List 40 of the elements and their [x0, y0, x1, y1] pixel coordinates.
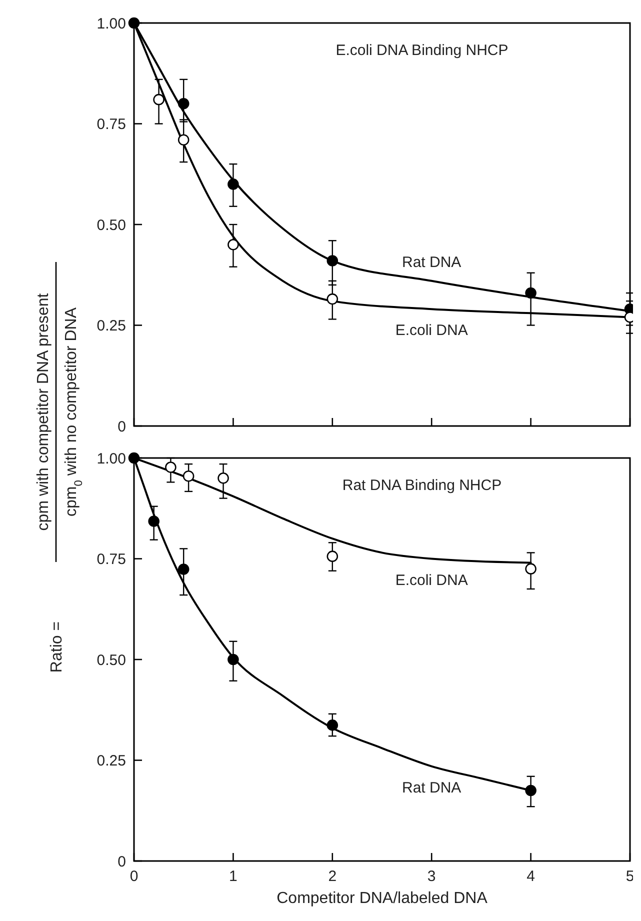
y-tick-label: 0.25: [96, 752, 126, 770]
point: [326, 255, 338, 266]
point: [218, 472, 229, 484]
point: [228, 654, 239, 666]
y-tick-label: 0: [118, 853, 126, 870]
point: [326, 293, 338, 305]
point: [148, 516, 160, 527]
y-tick-label: 0.50: [96, 652, 126, 669]
series-label: Rat DNA: [402, 254, 462, 271]
text: Rat DNA Binding NHCP: [342, 477, 502, 494]
text: E.coli DNA Binding NHCP: [336, 42, 508, 59]
x-tick-label: 2: [328, 868, 337, 885]
point: [178, 134, 190, 146]
point: [525, 784, 536, 796]
x-axis-title: Competitor DNA/labeled DNA: [276, 890, 488, 907]
series-label: E.coli DNA: [395, 322, 468, 340]
point: [228, 178, 239, 190]
point: [182, 470, 194, 482]
y-tick-label: 1.00: [96, 15, 126, 32]
y-tick-label: 0.75: [96, 116, 126, 133]
x-tick-label: 4: [526, 868, 535, 885]
series-label: E.coli DNA: [395, 572, 468, 589]
point: [228, 239, 239, 250]
x-tick-label: 1: [229, 868, 238, 885]
x-tick-label: 0: [130, 868, 138, 885]
x-tick-label: 3: [427, 868, 436, 885]
y-tick-label: 1.00: [96, 450, 126, 468]
point: [525, 287, 536, 299]
point: [165, 462, 176, 473]
point: [525, 563, 536, 574]
point: [178, 98, 190, 110]
point: [326, 720, 338, 731]
y-tick-label: 0: [118, 418, 126, 436]
series-label: Rat DNA: [402, 779, 462, 796]
y-tick-label: 0.50: [96, 216, 126, 234]
y-tick-label: 0.75: [96, 551, 126, 568]
point: [326, 550, 338, 562]
point: [153, 94, 164, 106]
point: [178, 564, 190, 575]
y-tick-label: 0.25: [96, 318, 126, 334]
